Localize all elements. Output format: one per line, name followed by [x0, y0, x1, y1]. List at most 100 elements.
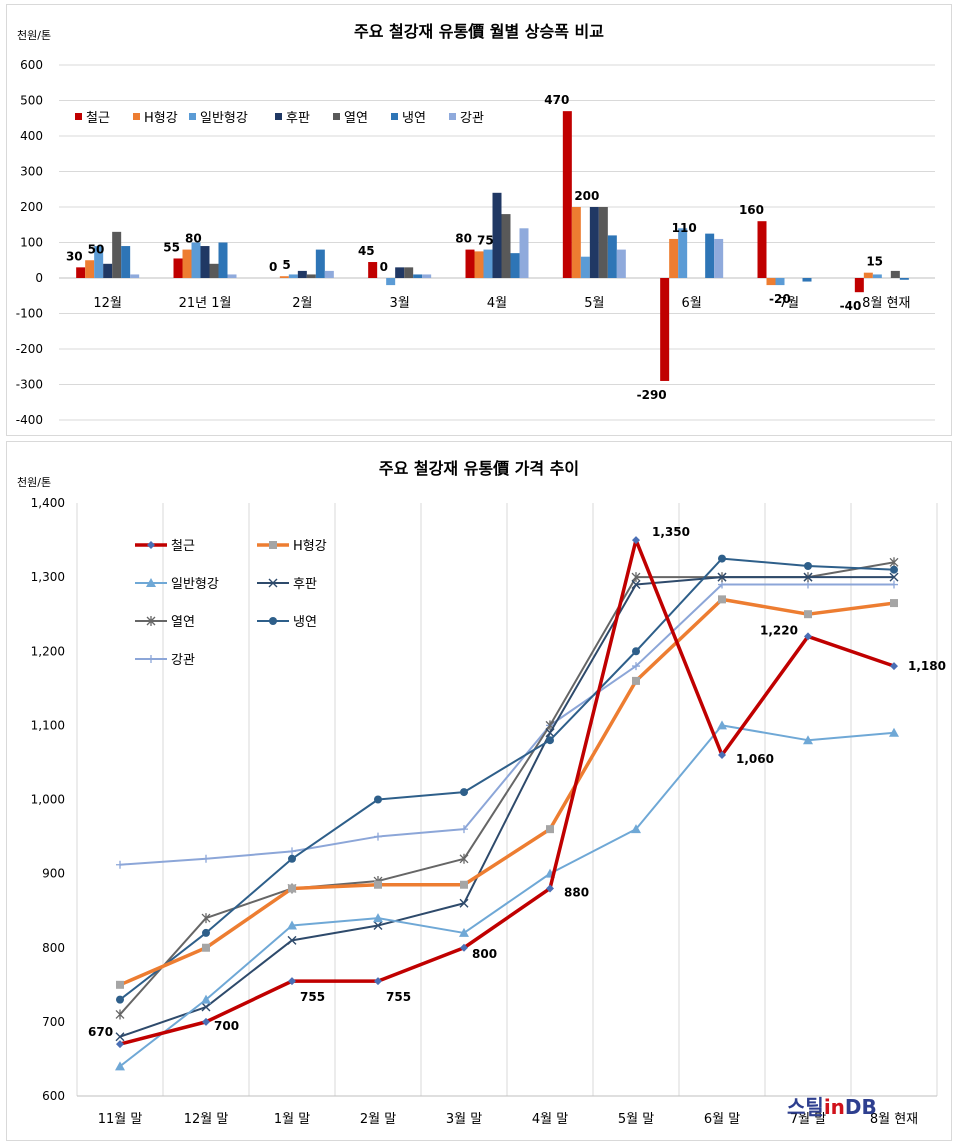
- line-path-강관: [119, 583, 894, 866]
- line-y-axis: 1,400 1,300 1,200 1,100 1,000 900 800 700 600: [31, 496, 65, 1103]
- line-point-냉연-4: [460, 788, 468, 797]
- line-category-label: 1월 말: [274, 1112, 310, 1127]
- line-data-label: 755: [300, 990, 325, 1004]
- line-point-H형강-4: [460, 880, 468, 889]
- line-point-후판-5: [545, 728, 555, 738]
- legend-swatch-철근: [75, 113, 82, 120]
- line-point-냉연-6: [632, 647, 640, 656]
- legend-item-후판: 후판: [257, 577, 317, 592]
- bar-H형강-6: [669, 238, 679, 278]
- bar-category-label: 21년 1월: [179, 296, 232, 311]
- line-point-냉연-0: [116, 995, 124, 1004]
- bar-y-tick-label: 400: [20, 129, 43, 143]
- bar-data-label: 45: [358, 244, 375, 258]
- bar-일반형강-3: [386, 278, 396, 286]
- bar-category-label: 2월: [292, 296, 312, 311]
- line-point-열연-6: [631, 572, 641, 583]
- line-series-H형강: [116, 595, 898, 989]
- bar-후판-2: [297, 270, 307, 278]
- line-point-냉연-9: [890, 565, 898, 574]
- bar-y-tick-label: 300: [20, 165, 43, 179]
- bar-data-label: 110: [672, 221, 697, 235]
- line-point-일반형강-0: [115, 1061, 125, 1071]
- legend-label-후판: 후판: [293, 577, 317, 592]
- line-point-H형강-0: [116, 980, 124, 989]
- line-point-철근-7: [718, 751, 726, 760]
- line-point-열연-4: [459, 853, 469, 864]
- line-point-냉연-2: [288, 854, 296, 863]
- line-data-label: 670: [88, 1025, 113, 1039]
- line-point-철근-5: [546, 884, 554, 893]
- bar-chart-title: 주요 철강재 유통價 월별 상승폭 비교: [354, 22, 604, 41]
- bar-H형강-2: [279, 276, 289, 278]
- bar-data-label: 75: [477, 233, 494, 247]
- line-y-tick-label: 1,300: [31, 570, 65, 584]
- bar-열연-8: [890, 270, 900, 278]
- line-data-labels: 670 700 755 755 800 880 1,350 1,060 1,220 1,180: [88, 525, 946, 1039]
- line-point-강관-1: [202, 854, 210, 863]
- bar-열연-5: [598, 207, 608, 278]
- legend-marker-H형강: [269, 541, 277, 549]
- line-point-철근-0: [116, 1040, 124, 1049]
- line-y-tick-label: 900: [42, 867, 65, 881]
- line-category-label: 2월 말: [360, 1112, 396, 1127]
- bar-열연-4: [501, 214, 511, 278]
- bar-data-label: -40: [840, 299, 862, 313]
- legend-item-냉연: 냉연: [257, 615, 317, 630]
- legend-label-일반형강: 일반형강: [171, 577, 219, 592]
- line-point-강관-3: [374, 832, 382, 841]
- bar-chart: 주요 철강재 유통價 월별 상승폭 비교 천원/톤 60050040030020…: [16, 22, 935, 427]
- legend-swatch-일반형강: [189, 113, 196, 120]
- bar-철근-6: [660, 278, 670, 381]
- bar-일반형강-0: [94, 246, 104, 278]
- line-path-후판: [119, 576, 894, 1038]
- line-y-tick-label: 600: [42, 1089, 65, 1103]
- line-y-tick-label: 1,000: [31, 793, 65, 807]
- legend-item-열연: 열연: [135, 615, 195, 630]
- line-point-열연-1: [201, 913, 211, 924]
- bar-냉연-4: [510, 253, 520, 278]
- bar-y-axis: 600 500 400 300 200 100 0 -100 -200 -300 -400: [16, 58, 43, 427]
- legend-swatch-열연: [333, 113, 340, 120]
- legend-item-H형강: H형강: [257, 539, 327, 554]
- svg-text:스틸inDB: 스틸inDB: [787, 1095, 877, 1119]
- bar-일반형강-5: [580, 256, 590, 278]
- bar-data-label: 0: [269, 260, 277, 274]
- line-category-label: 5월 말: [618, 1112, 654, 1127]
- line-point-일반형강-4: [459, 927, 469, 937]
- steelindb-logo: 스틸inDB: [787, 1095, 877, 1119]
- bar-강관-2: [324, 270, 334, 278]
- legend-marker-후판: [268, 578, 278, 588]
- line-point-철근-9: [890, 662, 898, 671]
- bar-category-label: 5월: [584, 296, 604, 311]
- line-chart-panel: 주요 철강재 유통價 가격 추이 천원/톤 1,400 1,300 1,200 1,1…: [6, 441, 952, 1141]
- line-point-후판-8: [803, 572, 813, 582]
- bar-철근-0: [76, 267, 86, 278]
- line-data-label: 1,350: [652, 525, 690, 539]
- legend-marker-강관: [147, 655, 155, 663]
- bar-강관-4: [519, 228, 529, 278]
- line-point-H형강-6: [632, 676, 640, 685]
- logo-text-in: in: [824, 1095, 845, 1119]
- line-y-tick-label: 1,400: [31, 496, 65, 510]
- line-point-냉연-1: [202, 928, 210, 937]
- line-path-일반형강: [119, 724, 895, 1068]
- line-point-철근-2: [288, 977, 296, 986]
- bar-data-label: 55: [163, 240, 180, 254]
- line-point-H형강-9: [890, 599, 898, 608]
- bar-y-tick-label: -300: [16, 378, 43, 392]
- bar-일반형강-6: [678, 228, 688, 278]
- bar-H형강-8: [863, 272, 873, 278]
- line-category-label: 3월 말: [446, 1112, 482, 1127]
- legend-label-후판: 후판: [286, 111, 310, 126]
- bar-category-label: 8월 현재: [862, 296, 910, 311]
- line-point-냉연-7: [718, 554, 726, 563]
- legend-label-냉연: 냉연: [402, 111, 426, 126]
- line-y-tick-label: 1,200: [31, 644, 65, 658]
- line-point-H형강-8: [804, 610, 812, 619]
- bar-legend: 철근 H형강 일반형강 후판 열연 냉연 강관: [75, 111, 484, 126]
- bar-data-label: 30: [66, 249, 83, 263]
- bar-category-label: 3월: [390, 296, 410, 311]
- line-path-철근: [119, 538, 895, 1046]
- bar-H형강-7: [766, 278, 776, 286]
